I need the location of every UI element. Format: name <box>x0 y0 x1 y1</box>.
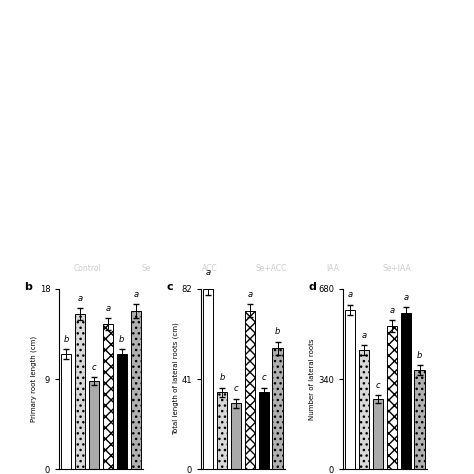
Text: a: a <box>347 291 353 300</box>
Bar <box>345 310 356 469</box>
Bar <box>245 311 255 469</box>
Bar <box>75 314 85 469</box>
Text: IAA: IAA <box>326 264 339 273</box>
Text: c: c <box>262 374 266 383</box>
Text: b: b <box>64 335 69 344</box>
Bar <box>387 326 397 469</box>
Text: a: a <box>389 306 394 315</box>
Bar <box>203 289 213 469</box>
Text: b: b <box>275 327 281 336</box>
Text: d: d <box>308 282 316 292</box>
Bar <box>259 392 269 469</box>
Text: a: a <box>105 303 110 312</box>
Text: a: a <box>361 331 366 340</box>
Y-axis label: Number of lateral roots: Number of lateral roots <box>310 338 315 420</box>
Text: c: c <box>375 381 380 390</box>
Bar <box>103 324 113 469</box>
Text: I: I <box>66 252 71 265</box>
Bar <box>401 313 411 469</box>
Bar <box>61 354 72 469</box>
Text: Se+ACC: Se+ACC <box>255 264 286 273</box>
Text: Se: Se <box>141 264 151 273</box>
Text: c: c <box>166 282 173 292</box>
Text: c: c <box>92 363 96 372</box>
Bar <box>373 399 383 469</box>
Bar <box>273 348 283 469</box>
Bar <box>359 350 369 469</box>
Y-axis label: Total length of lateral roots (cm): Total length of lateral roots (cm) <box>172 323 179 436</box>
Text: b: b <box>417 351 422 360</box>
Text: b: b <box>119 335 125 344</box>
Text: ACC: ACC <box>202 264 218 273</box>
Text: b: b <box>219 374 225 383</box>
Text: a: a <box>133 290 138 299</box>
Bar <box>414 370 425 469</box>
Text: a: a <box>78 293 82 302</box>
Bar <box>130 311 141 469</box>
Text: a: a <box>206 268 211 277</box>
Bar <box>231 403 241 469</box>
Text: b: b <box>24 282 32 292</box>
Bar <box>89 381 99 469</box>
Text: Control: Control <box>73 264 101 273</box>
Text: c: c <box>234 384 238 393</box>
Text: Se+IAA: Se+IAA <box>383 264 411 273</box>
Bar <box>117 354 127 469</box>
Bar <box>217 392 227 469</box>
Text: a: a <box>403 293 408 302</box>
Y-axis label: Primary root length (cm): Primary root length (cm) <box>30 336 37 422</box>
Text: a: a <box>247 290 253 299</box>
